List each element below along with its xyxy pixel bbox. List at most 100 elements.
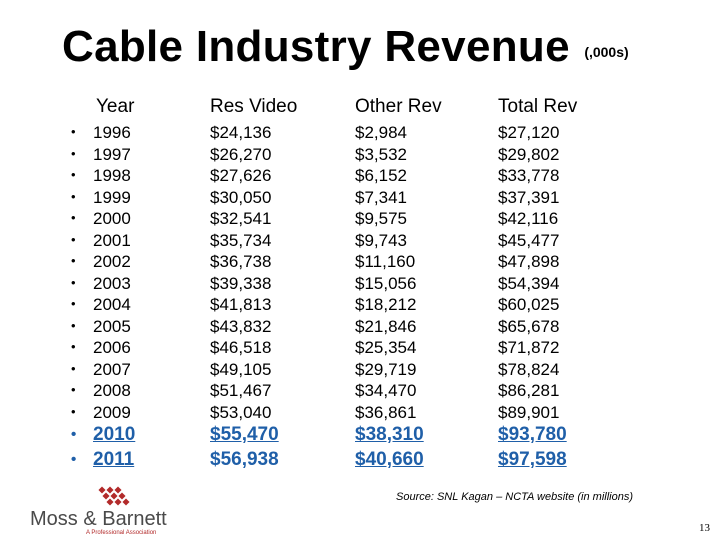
cell-total-rev: $33,778 (498, 166, 560, 185)
cell-year: 2000 (93, 209, 131, 228)
diamond-shape (102, 492, 110, 500)
cell-total-rev: $60,025 (498, 295, 560, 314)
cell-other-rev: $9,575 (355, 209, 407, 228)
header-other-rev: Other Rev (355, 96, 442, 117)
cell-total-rev: $93,780 (498, 424, 567, 445)
cell-other-rev: $34,470 (355, 381, 417, 400)
cell-other-rev: $15,056 (355, 273, 417, 293)
cell-other-rev: $38,310 (355, 424, 424, 445)
cell-year: 2005 (93, 316, 131, 336)
cell-res-video: $46,518 (210, 338, 272, 357)
table-row: • 2011 $56,938 $40,660 $97,598 (0, 449, 720, 474)
cell-year: 1997 (93, 144, 131, 164)
table-rows: • 1996 $24,136 $2,984 $27,120 • 1997 $26,270 $3,… (0, 123, 720, 474)
cell-other-rev: $40,660 (355, 449, 424, 470)
table-row: • 2008 $51,467 $34,470 $86,281 (0, 381, 720, 403)
cell-res-video: $27,626 (210, 166, 272, 185)
cell-total-rev: $29,802 (498, 144, 560, 164)
cell-year: 2006 (93, 338, 131, 357)
table-row: • 2000 $32,541 $9,575 $42,116 (0, 209, 720, 231)
diamond-cluster-icon (98, 486, 130, 506)
cell-other-rev: $2,984 (355, 123, 407, 142)
cell-total-rev: $54,394 (498, 273, 560, 293)
page-number: 13 (699, 522, 710, 534)
bullet-icon: • (71, 296, 76, 311)
bullet-icon: • (71, 382, 76, 397)
cell-res-video: $36,738 (210, 252, 272, 271)
diamond-shape (106, 498, 114, 506)
cell-year: 1998 (93, 166, 131, 185)
diamond-shape (114, 486, 122, 494)
header-total-rev: Total Rev (498, 96, 578, 117)
cell-other-rev: $25,354 (355, 338, 417, 357)
cell-res-video: $32,541 (210, 209, 272, 228)
cell-year: 2009 (93, 402, 131, 422)
table-row: • 2002 $36,738 $11,160 $47,898 (0, 252, 720, 274)
cell-res-video: $43,832 (210, 316, 272, 336)
cell-other-rev: $9,743 (355, 230, 407, 250)
table-row: • 2010 $55,470 $38,310 $93,780 (0, 424, 720, 449)
table-row: • 2009 $53,040 $36,861 $89,901 (0, 403, 720, 425)
cell-total-rev: $86,281 (498, 381, 560, 400)
diamond-shape (106, 486, 114, 494)
bullet-icon: • (71, 274, 76, 290)
cell-total-rev: $37,391 (498, 187, 560, 207)
bullet-icon: • (71, 317, 76, 333)
table-row: • 1996 $24,136 $2,984 $27,120 (0, 123, 720, 145)
bullet-icon: • (71, 451, 77, 468)
cell-res-video: $53,040 (210, 402, 272, 422)
bullet-icon: • (71, 145, 76, 161)
cell-year: 2003 (93, 273, 131, 293)
cell-year: 2011 (93, 449, 135, 470)
cell-total-rev: $78,824 (498, 359, 560, 379)
bullet-icon: • (71, 339, 76, 354)
cell-res-video: $35,734 (210, 230, 272, 250)
table-row: • 2007 $49,105 $29,719 $78,824 (0, 360, 720, 382)
cell-other-rev: $29,719 (355, 359, 417, 379)
cell-res-video: $26,270 (210, 144, 272, 164)
diamond-shape (110, 492, 118, 500)
cell-total-rev: $42,116 (498, 209, 559, 228)
cell-year: 2004 (93, 295, 131, 314)
cell-res-video: $41,813 (210, 295, 272, 314)
cell-year: 1999 (93, 187, 131, 207)
cell-year: 1996 (93, 123, 131, 142)
cell-total-rev: $65,678 (498, 316, 560, 336)
table-row: • 1998 $27,626 $6,152 $33,778 (0, 166, 720, 188)
header-year: Year (96, 96, 135, 117)
cell-other-rev: $11,160 (355, 252, 416, 271)
cell-other-rev: $3,532 (355, 144, 407, 164)
bullet-icon: • (71, 210, 76, 225)
table-row: • 2001 $35,734 $9,743 $45,477 (0, 231, 720, 253)
table-row: • 2003 $39,338 $15,056 $54,394 (0, 274, 720, 296)
logo-tagline: A Professional Association (86, 530, 157, 536)
cell-year: 2010 (93, 424, 136, 445)
cell-total-rev: $45,477 (498, 230, 560, 250)
bullet-icon: • (71, 124, 76, 139)
cell-other-rev: $36,861 (355, 402, 417, 422)
cell-other-rev: $6,152 (355, 166, 407, 185)
cell-total-rev: $27,120 (498, 123, 560, 142)
diamond-shape (114, 498, 122, 506)
bullet-icon: • (71, 360, 76, 376)
cell-year: 2002 (93, 252, 131, 271)
diamond-shape (118, 492, 126, 500)
title-units: (,000s) (584, 44, 629, 60)
cell-res-video: $51,467 (210, 381, 272, 400)
cell-total-rev: $89,901 (498, 402, 560, 422)
cell-total-rev: $47,898 (498, 252, 560, 271)
company-logo: Moss & Barnett A Professional Associatio… (30, 486, 190, 538)
cell-other-rev: $7,341 (355, 187, 407, 207)
cell-total-rev: $97,598 (498, 449, 567, 470)
cell-year: 2001 (93, 230, 131, 250)
cell-other-rev: $18,212 (355, 295, 417, 314)
bullet-icon: • (71, 253, 76, 268)
diamond-shape (98, 486, 106, 494)
cell-res-video: $56,938 (210, 449, 279, 470)
bullet-icon: • (71, 231, 76, 247)
table-row: • 2004 $41,813 $18,212 $60,025 (0, 295, 720, 317)
cell-other-rev: $21,846 (355, 316, 417, 336)
table-row: • 1997 $26,270 $3,532 $29,802 (0, 145, 720, 167)
cell-total-rev: $71,872 (498, 338, 560, 357)
cell-res-video: $39,338 (210, 273, 272, 293)
